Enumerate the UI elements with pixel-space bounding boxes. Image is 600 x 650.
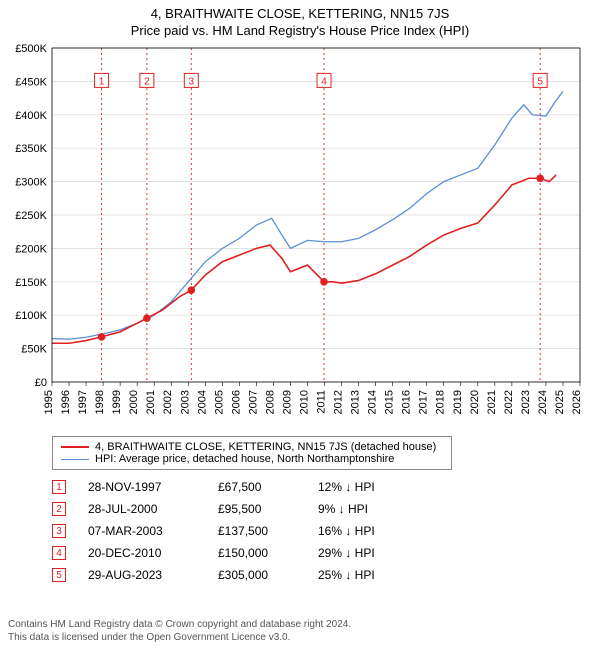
sales-row: 1 28-NOV-1997£67,50012% ↓ HPI [52,476,592,498]
svg-text:£400K: £400K [15,110,47,122]
sale-badge: 2 [52,502,66,516]
svg-text:1: 1 [99,76,105,87]
sale-badge: 4 [52,546,66,560]
sale-date: 20-DEC-2010 [88,546,218,560]
svg-text:2009: 2009 [281,390,293,414]
svg-text:1999: 1999 [111,390,123,414]
sale-badge: 3 [52,524,66,538]
sales-row: 3 07-MAR-2003£137,50016% ↓ HPI [52,520,592,542]
sale-hpi-diff: 25% ↓ HPI [318,568,408,582]
price-chart: £0 £50K £100K £150K £200K £250K £300K £350K £400… [8,42,592,430]
page-subtitle: Price paid vs. HM Land Registry's House … [8,23,592,38]
sale-date: 28-NOV-1997 [88,480,218,494]
footer-attribution: Contains HM Land Registry data © Crown c… [8,618,351,644]
sale-hpi-diff: 12% ↓ HPI [318,480,408,494]
svg-text:2025: 2025 [554,390,566,414]
sale-price: £137,500 [218,524,318,538]
page-title: 4, BRAITHWAITE CLOSE, KETTERING, NN15 7J… [8,6,592,21]
svg-text:2018: 2018 [435,390,447,414]
sale-date: 07-MAR-2003 [88,524,218,538]
sale-price: £150,000 [218,546,318,560]
svg-text:£100K: £100K [15,310,47,322]
legend-item: 4, BRAITHWAITE CLOSE, KETTERING, NN15 7J… [61,441,443,453]
svg-text:£500K: £500K [15,43,47,55]
legend: 4, BRAITHWAITE CLOSE, KETTERING, NN15 7J… [52,436,452,470]
svg-text:1998: 1998 [94,390,106,414]
sales-row: 5 29-AUG-2023£305,00025% ↓ HPI [52,564,592,586]
sale-hpi-diff: 16% ↓ HPI [318,524,408,538]
legend-label: 4, BRAITHWAITE CLOSE, KETTERING, NN15 7J… [95,441,436,453]
svg-text:£450K: £450K [15,76,47,88]
svg-text:3: 3 [189,76,195,87]
sale-date: 29-AUG-2023 [88,568,218,582]
svg-text:2021: 2021 [486,390,498,414]
sale-hpi-diff: 29% ↓ HPI [318,546,408,560]
chart-svg: £0 £50K £100K £150K £200K £250K £300K £350K £400… [8,42,592,430]
svg-text:1995: 1995 [43,390,55,414]
svg-text:2003: 2003 [179,390,191,414]
svg-text:2019: 2019 [452,390,464,414]
svg-text:2002: 2002 [162,390,174,414]
svg-text:2014: 2014 [367,390,379,414]
svg-text:2001: 2001 [145,390,157,414]
svg-text:2008: 2008 [264,390,276,414]
svg-text:2: 2 [144,76,150,87]
sale-badge: 5 [52,568,66,582]
svg-text:2011: 2011 [316,390,328,414]
svg-text:2005: 2005 [213,390,225,414]
svg-text:1997: 1997 [77,390,89,414]
svg-text:2013: 2013 [350,390,362,414]
svg-text:£0: £0 [35,377,47,389]
footer-line-2: This data is licensed under the Open Gov… [8,631,351,644]
sales-row: 2 28-JUL-2000£95,5009% ↓ HPI [52,498,592,520]
sale-price: £67,500 [218,480,318,494]
sale-date: 28-JUL-2000 [88,502,218,516]
svg-text:£50K: £50K [21,344,47,356]
svg-text:2017: 2017 [418,390,430,414]
svg-text:2000: 2000 [128,390,140,414]
svg-text:4: 4 [321,76,327,87]
svg-text:£300K: £300K [15,177,47,189]
svg-text:2004: 2004 [196,390,208,414]
sale-price: £95,500 [218,502,318,516]
legend-swatch [61,446,89,448]
legend-item: HPI: Average price, detached house, Nort… [61,453,443,465]
svg-text:2026: 2026 [571,390,583,414]
svg-text:2016: 2016 [401,390,413,414]
svg-text:5: 5 [537,76,543,87]
sales-row: 4 20-DEC-2010£150,00029% ↓ HPI [52,542,592,564]
legend-label: HPI: Average price, detached house, Nort… [95,453,394,465]
svg-text:£350K: £350K [15,143,47,155]
svg-text:2023: 2023 [520,390,532,414]
svg-text:2020: 2020 [469,390,481,414]
footer-line-1: Contains HM Land Registry data © Crown c… [8,618,351,631]
svg-text:2022: 2022 [503,390,515,414]
svg-text:2012: 2012 [333,390,345,414]
sales-table: 1 28-NOV-1997£67,50012% ↓ HPI 2 28-JUL-2000… [52,476,592,586]
svg-text:1996: 1996 [60,390,72,414]
sale-price: £305,000 [218,568,318,582]
svg-text:2024: 2024 [537,390,549,414]
legend-swatch [61,459,89,460]
svg-text:£250K: £250K [15,210,47,222]
svg-text:2006: 2006 [230,390,242,414]
sale-hpi-diff: 9% ↓ HPI [318,502,408,516]
svg-text:£150K: £150K [15,277,47,289]
svg-text:2007: 2007 [247,390,259,414]
sale-badge: 1 [52,480,66,494]
svg-text:2015: 2015 [384,390,396,414]
svg-text:£200K: £200K [15,243,47,255]
svg-text:2010: 2010 [298,390,310,414]
